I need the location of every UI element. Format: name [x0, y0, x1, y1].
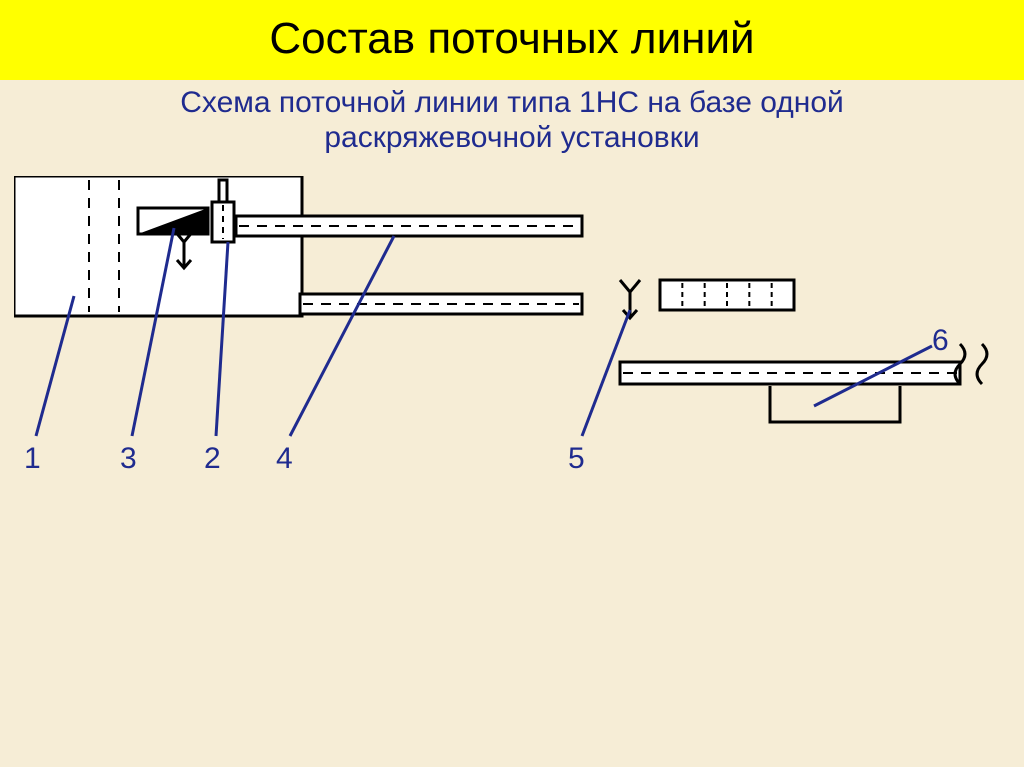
subtitle-line-2: раскряжевочной установки [324, 121, 699, 154]
callout-label-2: 2 [204, 442, 221, 475]
callout-label-4: 4 [276, 442, 293, 475]
callout-label-1: 1 [24, 442, 41, 475]
diagram-svg: 1 3 2 4 5 6 [14, 176, 1010, 486]
slide-title: Состав поточных линий [0, 0, 1024, 80]
callout-label-6: 6 [932, 324, 949, 357]
flowline-diagram: 1 3 2 4 5 6 [14, 176, 1010, 486]
callout-label-5: 5 [568, 442, 585, 475]
subtitle-line-1: Схема поточной линии типа 1НС на базе од… [180, 86, 844, 119]
slide: Состав поточных линий Схема поточной лин… [0, 0, 1024, 767]
callout-label-3: 3 [120, 442, 137, 475]
slide-subtitle: Схема поточной линии типа 1НС на базе од… [0, 86, 1024, 155]
